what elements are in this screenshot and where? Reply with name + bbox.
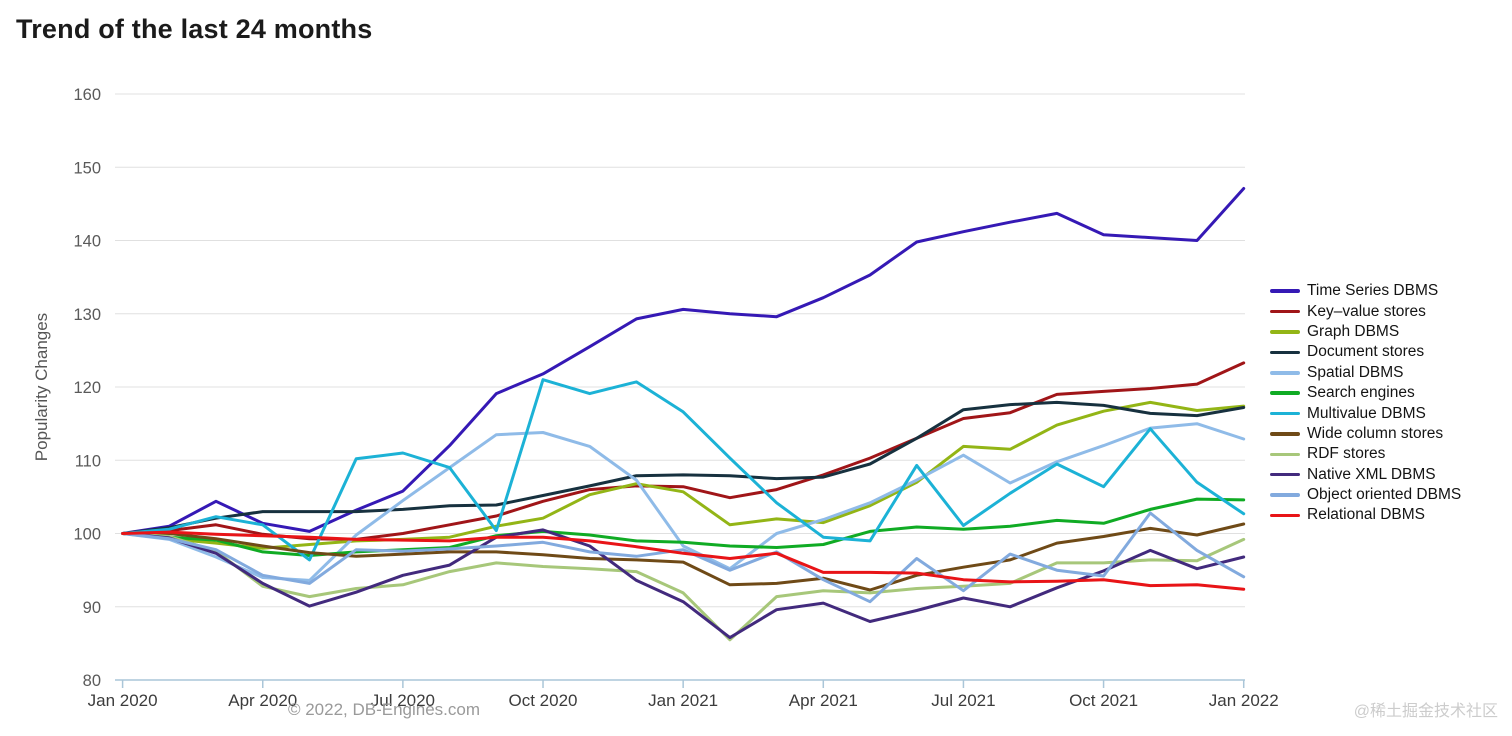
y-tick-label: 140 (73, 233, 101, 251)
series-line-search-engines (121, 497, 1246, 557)
y-tick-label: 130 (73, 306, 101, 324)
legend-label: Document stores (1307, 343, 1425, 361)
x-tick-label: Apr 2020 (228, 691, 297, 710)
chart-footer: © 2022, DB-Engines.com (0, 700, 1512, 720)
legend-swatch (1270, 472, 1300, 477)
legend-item-key-value-stores[interactable]: Key–value stores (1270, 301, 1461, 321)
legend-swatch (1270, 309, 1300, 314)
legend-label: RDF stores (1307, 445, 1386, 463)
y-tick-label: 80 (83, 672, 101, 690)
legend-item-relational-dbms[interactable]: Relational DBMS (1270, 505, 1461, 525)
x-tick-label: Oct 2021 (1069, 691, 1138, 710)
legend-swatch (1270, 330, 1300, 334)
y-tick-label: 160 (73, 86, 101, 104)
series-line-native-xml-dbms (121, 528, 1246, 640)
y-tick-label: 90 (83, 599, 101, 617)
legend-label: Wide column stores (1307, 424, 1444, 442)
legend-swatch (1270, 371, 1300, 375)
legend-item-graph-dbms[interactable]: Graph DBMS (1270, 322, 1461, 342)
legend-label: Native XML DBMS (1307, 465, 1436, 483)
legend-swatch (1270, 411, 1300, 416)
legend-item-document-stores[interactable]: Document stores (1270, 342, 1461, 362)
legend-item-time-series-dbms[interactable]: Time Series DBMS (1270, 281, 1461, 301)
series-line-graph-dbms (121, 400, 1246, 550)
copyright-text: © 2022, DB-Engines.com (287, 700, 481, 719)
series-line-wide-column-stores (121, 522, 1246, 592)
legend-label: Multivalue DBMS (1307, 404, 1426, 422)
series-line-time-series-dbms (121, 187, 1246, 535)
series-line-document-stores (121, 400, 1246, 535)
x-tick-label: Apr 2021 (789, 691, 858, 710)
series-line-object-oriented-dbms (121, 511, 1246, 604)
legend-label: Search engines (1307, 384, 1415, 402)
legend-swatch (1270, 289, 1300, 293)
x-tick-label: Jul 2020 (371, 691, 435, 710)
series-line-rdf-stores (121, 532, 1246, 642)
y-tick-label: 120 (73, 379, 101, 397)
legend-swatch (1270, 513, 1300, 518)
x-tick-label: Oct 2020 (509, 691, 578, 710)
y-axis-label: Popularity Changes (32, 313, 51, 461)
legend-swatch (1270, 432, 1300, 436)
series-line-relational-dbms (121, 530, 1246, 591)
legend-swatch (1270, 350, 1300, 355)
legend-item-rdf-stores[interactable]: RDF stores (1270, 444, 1461, 464)
legend-item-native-xml-dbms[interactable]: Native XML DBMS (1270, 465, 1461, 485)
legend-label: Object oriented DBMS (1307, 486, 1462, 504)
chart-title: Trend of the last 24 months (16, 14, 373, 44)
legend-label: Relational DBMS (1307, 506, 1426, 524)
x-tick-label: Jul 2021 (931, 691, 995, 710)
legend-item-search-engines[interactable]: Search engines (1270, 383, 1461, 403)
legend-item-spatial-dbms[interactable]: Spatial DBMS (1270, 363, 1461, 383)
legend-swatch (1270, 452, 1300, 457)
legend-label: Spatial DBMS (1307, 363, 1404, 381)
x-tick-label: Jan 2021 (648, 691, 718, 710)
legend-label: Key–value stores (1307, 302, 1426, 320)
y-tick-label: 100 (73, 526, 101, 544)
legend-label: Time Series DBMS (1307, 282, 1439, 300)
chart-legend: Time Series DBMS Key–value stores Graph DB… (1270, 281, 1461, 526)
series-line-multivalue-dbms (121, 378, 1246, 562)
legend-swatch (1270, 391, 1300, 395)
y-tick-label: 110 (75, 452, 101, 470)
legend-item-multivalue-dbms[interactable]: Multivalue DBMS (1270, 403, 1461, 423)
series-line-spatial-dbms (121, 422, 1246, 582)
legend-item-wide-column-stores[interactable]: Wide column stores (1270, 424, 1461, 444)
legend-item-object-oriented-dbms[interactable]: Object oriented DBMS (1270, 485, 1461, 505)
legend-label: Graph DBMS (1307, 322, 1400, 340)
site-watermark: @稀土掘金技术社区 (1353, 703, 1498, 720)
x-tick-label: Jan 2022 (1209, 691, 1279, 710)
y-tick-label: 150 (73, 159, 101, 177)
x-tick-label: Jan 2020 (88, 691, 158, 710)
legend-swatch (1270, 493, 1300, 497)
